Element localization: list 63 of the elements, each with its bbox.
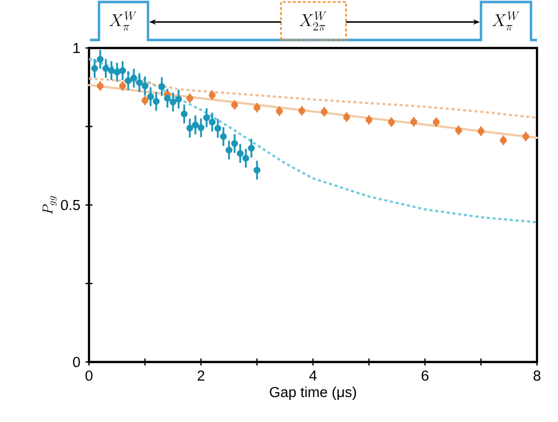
- y-axis-title: $P_{gg}$: [42, 196, 57, 214]
- point: [231, 140, 238, 147]
- point: [147, 93, 154, 100]
- point: [276, 108, 283, 115]
- point: [208, 118, 216, 126]
- point: [136, 79, 143, 86]
- point: [142, 97, 148, 104]
- point: [124, 77, 132, 84]
- x-tick-label: 6: [422, 370, 428, 381]
- point: [298, 107, 306, 114]
- point: [242, 154, 250, 162]
- point: [432, 118, 440, 126]
- point: [203, 114, 210, 122]
- point: [186, 94, 194, 102]
- point: [248, 144, 255, 152]
- y-tick-label: 0: [73, 356, 80, 368]
- point: [158, 83, 166, 90]
- point: [500, 136, 507, 144]
- x-tick-label: 4: [309, 370, 317, 380]
- y-tick-label: 0.5: [60, 200, 80, 210]
- point: [142, 82, 148, 90]
- point: [410, 118, 418, 126]
- point: [366, 116, 372, 124]
- point: [192, 122, 199, 128]
- point: [208, 92, 216, 98]
- point: [130, 74, 138, 82]
- point: [226, 146, 232, 154]
- point: [236, 150, 244, 157]
- text: $X_{\pi}^{W}$: [492, 12, 520, 30]
- point: [455, 126, 462, 134]
- point: [96, 56, 104, 63]
- point: [214, 124, 222, 132]
- line-series: [88, 58, 538, 224]
- text: $X_{\pi}^{W}$: [109, 12, 136, 30]
- y-tick-label: 1: [74, 43, 80, 53]
- point: [102, 65, 110, 72]
- point: [175, 96, 182, 103]
- point: [254, 166, 260, 174]
- x-tick-label: 2: [198, 370, 204, 381]
- point: [114, 68, 120, 76]
- point: [522, 133, 530, 140]
- point: [198, 124, 204, 132]
- x-tick-label: 8: [534, 370, 540, 381]
- point: [170, 98, 176, 106]
- x-axis-title: Gap time (μs): [270, 386, 356, 400]
- point: [91, 65, 98, 72]
- point: [164, 94, 171, 102]
- point: [119, 67, 126, 74]
- point: [180, 110, 188, 118]
- x-tick-label: 0: [86, 370, 92, 381]
- point: [388, 118, 395, 126]
- point: [320, 108, 328, 116]
- point: [152, 98, 160, 105]
- point: [343, 114, 350, 120]
- point: [231, 101, 238, 108]
- point: [254, 104, 260, 112]
- point: [220, 133, 227, 140]
- point: [96, 82, 104, 90]
- point: [108, 67, 115, 74]
- text: $X_{2\pi}^{W}$: [299, 12, 326, 30]
- point: [478, 128, 484, 135]
- point: [186, 124, 194, 132]
- point: [119, 82, 126, 90]
